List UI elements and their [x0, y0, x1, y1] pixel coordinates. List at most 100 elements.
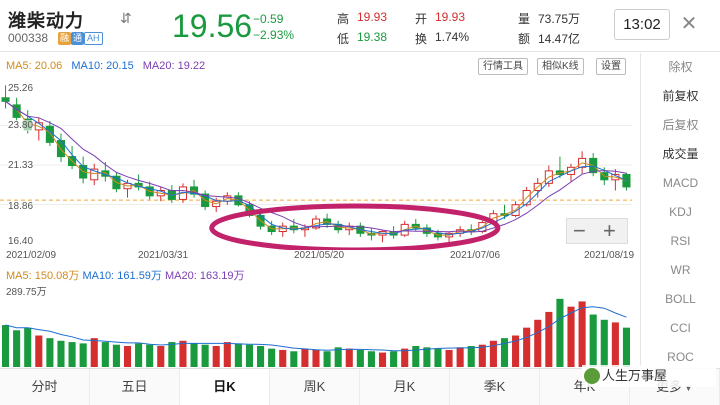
sidebar-item-rsi[interactable]: RSI — [670, 234, 691, 248]
high-value: 19.93 — [357, 10, 388, 24]
volume-plot[interactable] — [0, 291, 640, 367]
volume-bar — [456, 347, 464, 367]
volume-bar — [13, 330, 21, 367]
connect-tag: 通 — [71, 32, 85, 45]
volume-bar — [35, 335, 43, 367]
volume-bar — [168, 342, 176, 367]
volume-bar — [378, 352, 387, 367]
sidebar-item-volume[interactable]: 成交量 — [662, 147, 699, 161]
volume-bar — [423, 347, 431, 367]
volume-bar — [567, 306, 575, 367]
x-tick-label: 2021/07/06 — [450, 250, 501, 261]
highlight-ellipse — [209, 203, 501, 250]
volume-bar — [345, 348, 353, 367]
margin-tag: 融 — [58, 32, 72, 45]
volume-bar — [101, 342, 109, 367]
volume-bar — [478, 344, 486, 367]
x-tick-label: 2021/02/09 — [6, 250, 57, 261]
volume-bar — [212, 346, 220, 367]
volume-bar — [112, 344, 120, 367]
zoom-in-icon[interactable]: + — [603, 218, 616, 243]
volume-bar — [46, 338, 54, 367]
close-icon[interactable]: ✕ — [680, 13, 698, 35]
volume-bar — [390, 351, 398, 367]
tab-quarterly-k[interactable]: 季K — [450, 369, 540, 405]
y-tick-label: 21.33 — [8, 160, 34, 171]
volume-bar — [257, 346, 265, 367]
sidebar-item-boll[interactable]: BOLL — [665, 292, 696, 306]
volume-bar — [545, 311, 553, 367]
volume-bar — [290, 351, 298, 367]
volume-bar — [589, 314, 597, 367]
sidebar-item-forward-adjust[interactable]: 前复权 — [662, 89, 699, 103]
sidebar-item-ex-rights[interactable]: 除权 — [668, 60, 693, 74]
y-tick-label: 25.26 — [8, 83, 34, 94]
volume-bar — [356, 349, 364, 367]
turnover-label: 换 — [415, 32, 428, 46]
price-change: −0.59 — [253, 12, 284, 26]
current-price: 19.56 — [172, 8, 253, 44]
similar-kline-button[interactable]: 相似K线 — [537, 58, 584, 75]
sidebar-item-kdj[interactable]: KDJ — [669, 205, 692, 219]
volume-bar — [24, 327, 32, 367]
candle-body — [90, 168, 99, 181]
y-tick-label: 16.40 — [8, 236, 34, 247]
volume-bar — [611, 322, 619, 367]
x-tick-label: 2021/03/31 — [138, 250, 189, 261]
volume-bar — [622, 327, 631, 367]
ma5-line — [5, 100, 627, 236]
ah-tag[interactable]: AH — [84, 32, 103, 45]
low-label: 低 — [337, 32, 350, 46]
watermark: 人生万事屋 — [582, 365, 716, 387]
sidebar-item-backward-adjust[interactable]: 后复权 — [662, 118, 699, 132]
sidebar-item-wr[interactable]: WR — [670, 263, 691, 277]
tab-intraday[interactable]: 分时 — [0, 369, 90, 405]
tab-five-day[interactable]: 五日 — [90, 369, 180, 405]
volume-bar — [401, 348, 409, 367]
volume-bar — [600, 319, 608, 367]
wechat-logo-icon — [584, 368, 600, 384]
settings-button[interactable]: 设置 — [596, 58, 626, 75]
volume-bar — [489, 340, 497, 367]
ma20-price: MA20: 19.22 — [142, 60, 206, 72]
ma10-price: MA10: 20.15 — [71, 60, 134, 72]
kline-chart-area[interactable]: MA5: 20.06 MA10: 20.15 MA20: 19.22 行情工具 … — [0, 53, 640, 367]
volume-bar — [279, 349, 287, 367]
volume-bar — [534, 319, 542, 367]
candlestick-plot[interactable] — [0, 78, 640, 250]
volume-bar — [556, 298, 564, 367]
volume-bar — [301, 348, 309, 367]
volume-ma-legend: MA5: 150.08万 MA10: 161.59万 MA20: 163.19万 — [6, 267, 245, 283]
volume-bar — [79, 343, 87, 367]
ma20-line — [5, 100, 627, 233]
sidebar-item-macd[interactable]: MACD — [662, 176, 699, 190]
sidebar-item-roc[interactable]: ROC — [667, 350, 694, 364]
volume-bar — [412, 346, 420, 367]
dropdown-arrow-icon: ▼ — [684, 383, 693, 393]
volume-bar — [234, 343, 242, 367]
tab-daily-k[interactable]: 日K — [180, 369, 270, 405]
volume-bar — [434, 348, 442, 367]
volume-max-label: 289.75万 — [6, 287, 47, 298]
sidebar-item-cci[interactable]: CCI — [670, 321, 691, 335]
tab-weekly-k[interactable]: 周K — [270, 369, 360, 405]
ma5-volume: MA5: 150.08万 — [6, 270, 80, 282]
stock-code: 000338 — [8, 31, 49, 45]
x-tick-label: 2021/05/20 — [294, 250, 345, 261]
amount-value: 14.47亿 — [538, 32, 581, 46]
volume-bar — [245, 344, 254, 367]
market-tools-button[interactable]: 行情工具 — [478, 58, 528, 75]
volume-bar — [323, 351, 331, 367]
volume-bar — [223, 342, 231, 367]
expand-icon[interactable]: ⇵ — [120, 10, 132, 26]
ma5-price: MA5: 20.06 — [6, 60, 63, 72]
quote-header: 潍柴动力 ⇵ 000338 融 通 AH 19.56 −0.59 −2.93% … — [0, 0, 720, 52]
low-value: 19.38 — [357, 30, 388, 44]
high-label: 高 — [337, 12, 350, 26]
volume-bar — [523, 327, 531, 367]
volume-bar — [500, 338, 509, 367]
volume-bar — [367, 351, 375, 367]
zoom-out-icon[interactable]: − — [573, 218, 586, 243]
watermark-text: 人生万事屋 — [602, 368, 668, 383]
tab-monthly-k[interactable]: 月K — [360, 369, 450, 405]
